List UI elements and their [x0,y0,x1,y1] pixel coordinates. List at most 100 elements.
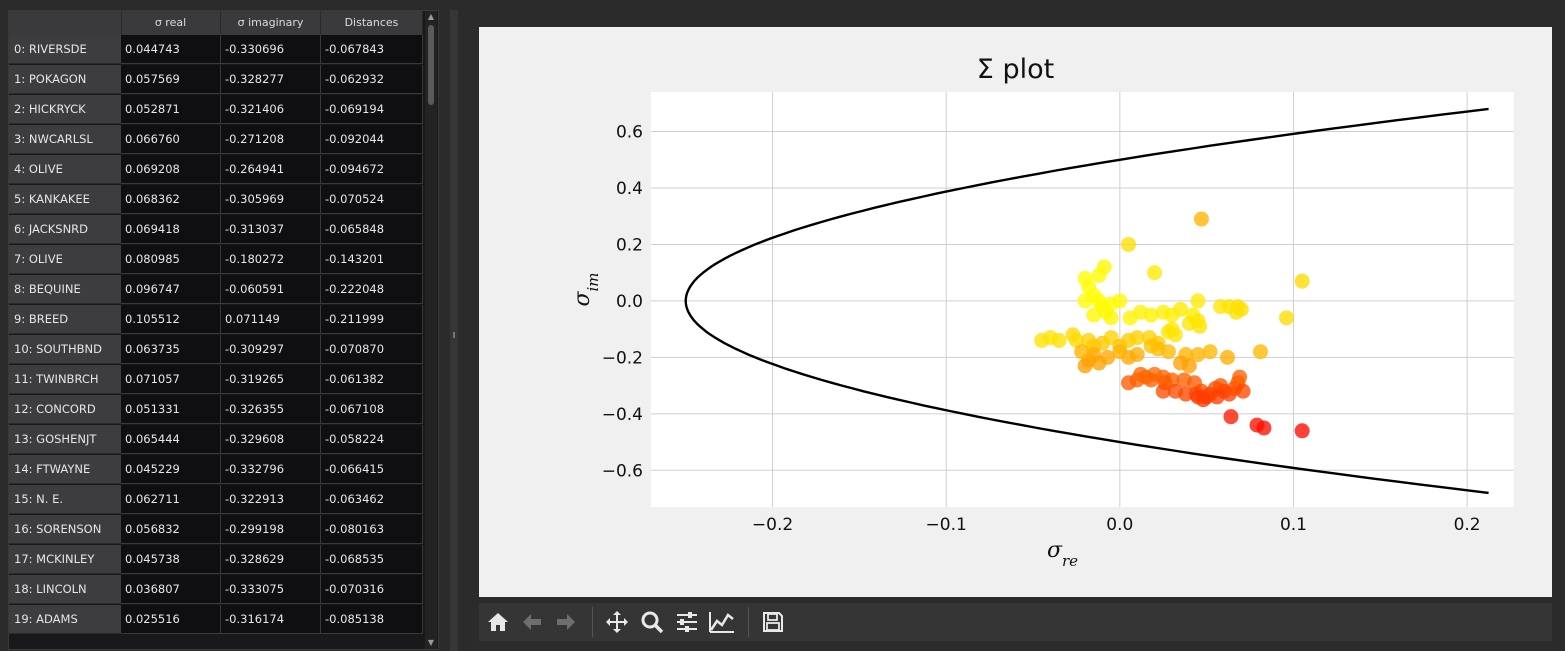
cell-distance[interactable]: -0.143201 [321,245,423,274]
row-header[interactable]: 14: FTWAYNE [9,455,121,484]
cell-distance[interactable]: -0.065848 [321,215,423,244]
row-header[interactable]: 12: CONCORD [9,395,121,424]
scroll-up-icon[interactable]: ▲ [427,12,435,21]
forward-button[interactable] [551,607,581,637]
cell-sigma-real[interactable]: 0.065444 [121,425,221,454]
back-button[interactable] [517,607,547,637]
cell-sigma-real[interactable]: 0.056832 [121,515,221,544]
cell-sigma-imaginary[interactable]: -0.316174 [221,605,321,634]
cell-distance[interactable]: -0.070524 [321,185,423,214]
cell-sigma-imaginary[interactable]: -0.322913 [221,485,321,514]
table-corner[interactable] [9,11,122,35]
cell-sigma-real[interactable]: 0.036807 [121,575,221,604]
row-header[interactable]: 18: LINCOLN [9,575,121,604]
cell-sigma-real[interactable]: 0.045738 [121,545,221,574]
row-header[interactable]: 2: HICKRYCK [9,95,121,124]
cell-sigma-real[interactable]: 0.105512 [121,305,221,334]
row-header[interactable]: 4: OLIVE [9,155,121,184]
cell-sigma-imaginary[interactable]: -0.332796 [221,455,321,484]
row-header[interactable]: 16: SORENSON [9,515,121,544]
row-header[interactable]: 0: RIVERSDE [9,35,121,64]
table-row[interactable]: 3: NWCARLSL 0.066760 -0.271208 -0.092044 [9,125,423,155]
cell-sigma-imaginary[interactable]: -0.321406 [221,95,321,124]
subplots-button[interactable] [672,607,702,637]
table-row[interactable]: 13: GOSHENJT 0.065444 -0.329608 -0.058224 [9,425,423,455]
table-row[interactable]: 18: LINCOLN 0.036807 -0.333075 -0.070316 [9,575,423,605]
table-row[interactable]: 4: OLIVE 0.069208 -0.264941 -0.094672 [9,155,423,185]
row-header[interactable]: 9: BREED [9,305,121,334]
table-row[interactable]: 5: KANKAKEE 0.068362 -0.305969 -0.070524 [9,185,423,215]
table-scrollbar[interactable]: ▲ ▼ [425,11,437,649]
cell-distance[interactable]: -0.058224 [321,425,423,454]
cell-sigma-imaginary[interactable]: -0.305969 [221,185,321,214]
cell-distance[interactable]: -0.222048 [321,275,423,304]
cell-distance[interactable]: -0.063462 [321,485,423,514]
cell-sigma-real[interactable]: 0.052871 [121,95,221,124]
save-button[interactable] [758,607,788,637]
cell-sigma-real[interactable]: 0.063735 [121,335,221,364]
cell-distance[interactable]: -0.094672 [321,155,423,184]
cell-sigma-real[interactable]: 0.057569 [121,65,221,94]
cell-sigma-real[interactable]: 0.080985 [121,245,221,274]
table-row[interactable]: 19: ADAMS 0.025516 -0.316174 -0.085138 [9,605,423,635]
table-row[interactable]: 17: MCKINLEY 0.045738 -0.328629 -0.068535 [9,545,423,575]
row-header[interactable]: 5: KANKAKEE [9,185,121,214]
splitter-grip[interactable] [453,332,455,338]
pan-button[interactable] [602,607,632,637]
cell-sigma-real[interactable]: 0.071057 [121,365,221,394]
table-row[interactable]: 2: HICKRYCK 0.052871 -0.321406 -0.069194 [9,95,423,125]
home-button[interactable] [483,607,513,637]
cell-sigma-real[interactable]: 0.045229 [121,455,221,484]
table-row[interactable]: 11: TWINBRCH 0.071057 -0.319265 -0.061382 [9,365,423,395]
zoom-button[interactable] [637,607,667,637]
cell-sigma-imaginary[interactable]: -0.309297 [221,335,321,364]
data-table[interactable]: σ real σ imaginary Distances 0: RIVERSDE… [8,10,439,650]
row-header[interactable]: 3: NWCARLSL [9,125,121,154]
panel-splitter[interactable] [450,10,458,651]
row-header[interactable]: 17: MCKINLEY [9,545,121,574]
cell-sigma-real[interactable]: 0.069208 [121,155,221,184]
cell-sigma-imaginary[interactable]: -0.299198 [221,515,321,544]
cell-distance[interactable]: -0.070316 [321,575,423,604]
row-header[interactable]: 11: TWINBRCH [9,365,121,394]
cell-sigma-imaginary[interactable]: -0.271208 [221,125,321,154]
table-row[interactable]: 1: POKAGON 0.057569 -0.328277 -0.062932 [9,65,423,95]
cell-sigma-real[interactable]: 0.044743 [121,35,221,64]
cell-sigma-imaginary[interactable]: -0.328629 [221,545,321,574]
cell-sigma-imaginary[interactable]: -0.330696 [221,35,321,64]
cell-distance[interactable]: -0.061382 [321,365,423,394]
row-header[interactable]: 6: JACKSNRD [9,215,121,244]
cell-distance[interactable]: -0.066415 [321,455,423,484]
table-row[interactable]: 0: RIVERSDE 0.044743 -0.330696 -0.067843 [9,35,423,65]
cell-sigma-real[interactable]: 0.096747 [121,275,221,304]
cell-distance[interactable]: -0.085138 [321,605,423,634]
table-row[interactable]: 9: BREED 0.105512 0.071149 -0.211999 [9,305,423,335]
customize-button[interactable] [707,607,737,637]
cell-sigma-real[interactable]: 0.069418 [121,215,221,244]
table-row[interactable]: 14: FTWAYNE 0.045229 -0.332796 -0.066415 [9,455,423,485]
table-row[interactable]: 12: CONCORD 0.051331 -0.326355 -0.067108 [9,395,423,425]
cell-distance[interactable]: -0.092044 [321,125,423,154]
cell-sigma-imaginary[interactable]: -0.326355 [221,395,321,424]
table-row[interactable]: 16: SORENSON 0.056832 -0.299198 -0.080163 [9,515,423,545]
cell-sigma-imaginary[interactable]: -0.328277 [221,65,321,94]
cell-distance[interactable]: -0.070870 [321,335,423,364]
column-header-distances[interactable]: Distances [321,11,423,35]
cell-distance[interactable]: -0.080163 [321,515,423,544]
cell-distance[interactable]: -0.067843 [321,35,423,64]
cell-sigma-imaginary[interactable]: -0.319265 [221,365,321,394]
cell-sigma-imaginary[interactable]: -0.333075 [221,575,321,604]
row-header[interactable]: 19: ADAMS [9,605,121,634]
column-header-sigma-real[interactable]: σ real [121,11,221,35]
row-header[interactable]: 10: SOUTHBND [9,335,121,364]
row-header[interactable]: 1: POKAGON [9,65,121,94]
row-header[interactable]: 7: OLIVE [9,245,121,274]
cell-sigma-real[interactable]: 0.025516 [121,605,221,634]
table-row[interactable]: 7: OLIVE 0.080985 -0.180272 -0.143201 [9,245,423,275]
table-row[interactable]: 15: N. E. 0.062711 -0.322913 -0.063462 [9,485,423,515]
cell-distance[interactable]: -0.069194 [321,95,423,124]
cell-distance[interactable]: -0.062932 [321,65,423,94]
cell-distance[interactable]: -0.067108 [321,395,423,424]
scroll-down-icon[interactable]: ▼ [427,638,435,647]
table-row[interactable]: 8: BEQUINE 0.096747 -0.060591 -0.222048 [9,275,423,305]
